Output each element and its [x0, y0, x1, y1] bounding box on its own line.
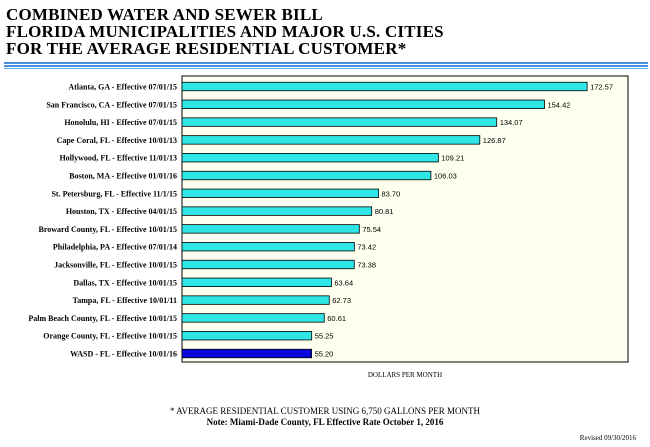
footnote-average-customer: * AVERAGE RESIDENTIAL CUSTOMER USING 6,7… [169, 406, 481, 416]
revised-date: Revised 09/30/2016 [579, 434, 636, 442]
category-label: Dallas, TX - Effective 10/01/15 [73, 278, 177, 287]
bar [181, 206, 373, 216]
category-label: San Francisco, CA - Effective 07/01/15 [46, 100, 177, 109]
bar [181, 153, 439, 163]
bar-chart: Atlanta, GA - Effective 07/01/15 172.57 Sa… [28, 75, 629, 379]
category-label: St. Petersburg, FL - Effective 11/1/15 [51, 189, 177, 198]
category-label: Houston, TX - Effective 04/01/15 [66, 207, 177, 216]
value-label: 134.07 [500, 118, 523, 127]
title-line-2: FLORIDA MUNICIPALITIES AND MAJOR U.S. CI… [6, 22, 444, 41]
value-label: 80.81 [375, 207, 394, 216]
value-label: 109.21 [441, 154, 464, 163]
value-label: 154.42 [547, 100, 570, 109]
category-label: Palm Beach County, FL - Effective 10/01/… [28, 314, 177, 323]
category-label: Jacksonville, FL - Effective 10/01/15 [54, 261, 177, 270]
bar [181, 81, 588, 92]
bar [181, 259, 355, 270]
x-axis-label: DOLLARS PER MONTH [368, 371, 442, 379]
bar [181, 170, 432, 181]
title-rule-1 [4, 62, 648, 64]
bar [181, 188, 379, 198]
footnote-miami-dade-note: Note: Miami-Dade County, FL Effective Ra… [206, 417, 444, 427]
chart-title: COMBINED WATER AND SEWER BILL FLORIDA MU… [6, 6, 646, 57]
value-label: 106.03 [434, 172, 457, 181]
category-label: Orange County, FL - Effective 10/01/15 [43, 332, 177, 341]
category-label: Boston, MA - Effective 01/01/16 [69, 172, 177, 181]
bar [181, 331, 313, 341]
bar-highlighted [181, 348, 312, 359]
category-label: Honolulu, HI - Effective 07/01/15 [64, 118, 177, 127]
bar [181, 242, 355, 252]
value-label: 83.70 [381, 189, 400, 198]
bar [181, 277, 332, 287]
value-label: 73.42 [357, 243, 376, 252]
title-line-1: COMBINED WATER AND SEWER BILL [6, 5, 323, 24]
bar [181, 117, 498, 127]
category-label: Cape Coral, FL - Effective 10/01/13 [57, 136, 177, 145]
bar [181, 313, 325, 323]
value-label: 62.73 [332, 296, 351, 305]
bar [181, 295, 330, 305]
value-label: 75.54 [362, 225, 381, 234]
title-rules [4, 62, 648, 70]
category-label: WASD - FL - Effective 10/01/16 [70, 350, 177, 359]
value-label: 172.57 [590, 83, 613, 92]
bars-layer: Atlanta, GA - Effective 07/01/15 172.57 Sa… [28, 81, 613, 359]
title-rule-3 [4, 68, 648, 69]
category-label: Philadelphia, PA - Effective 07/01/14 [53, 243, 177, 252]
value-label: 55.25 [315, 332, 334, 341]
category-label: Hollywood, FL - Effective 11/01/13 [59, 154, 177, 163]
value-label: 126.87 [483, 136, 506, 145]
category-label: Atlanta, GA - Effective 07/01/15 [68, 83, 177, 92]
category-label: Tampa, FL - Effective 10/01/11 [73, 296, 177, 305]
value-label: 55.20 [315, 350, 334, 359]
value-label: 63.64 [334, 278, 353, 287]
category-label: Broward County, FL - Effective 10/01/15 [38, 225, 177, 234]
bar [181, 99, 545, 109]
bar [181, 135, 481, 145]
value-label: 60.61 [327, 314, 346, 323]
bar [181, 224, 360, 234]
title-line-3: FOR THE AVERAGE RESIDENTIAL CUSTOMER* [6, 39, 407, 58]
value-label: 73.38 [357, 261, 376, 270]
title-rule-2 [4, 65, 648, 67]
